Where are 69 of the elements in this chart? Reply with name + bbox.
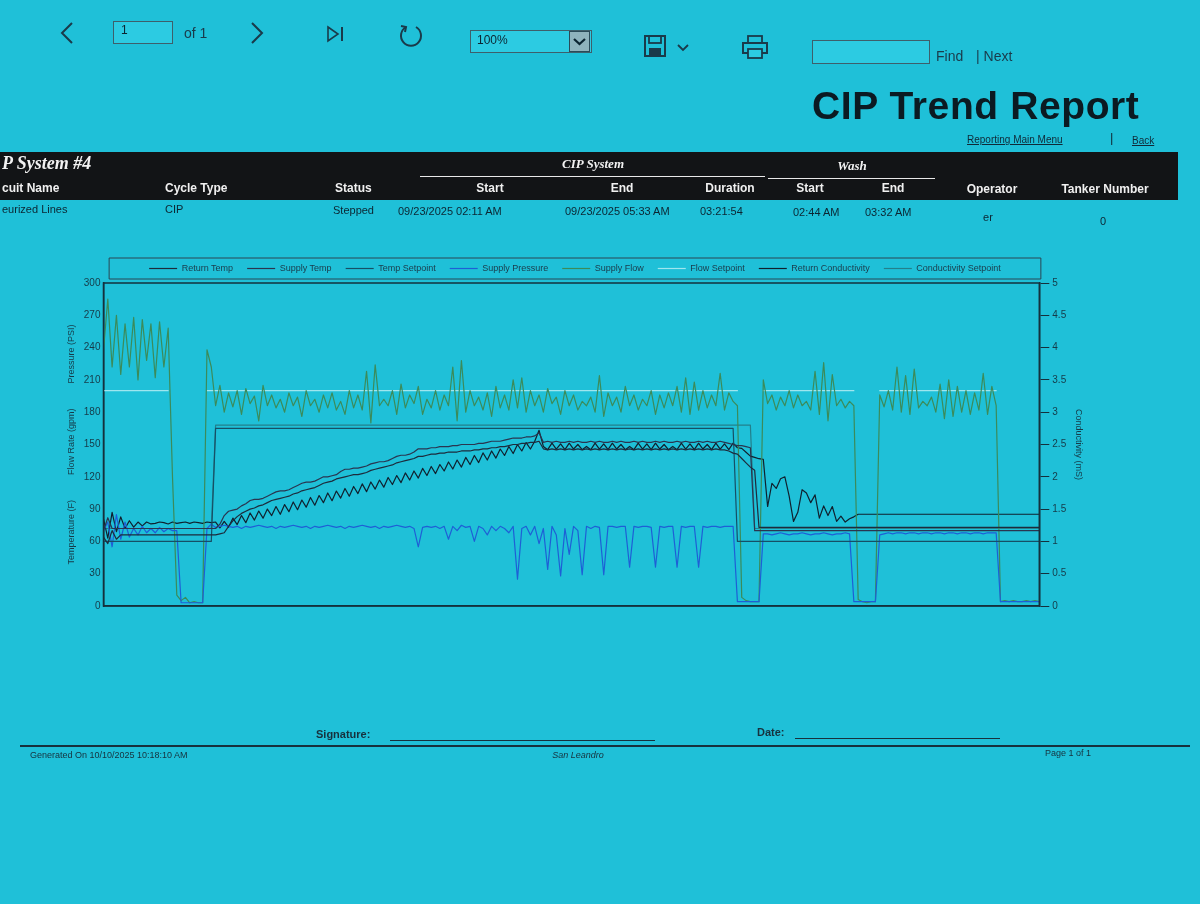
- text: Tanker Number: [1061, 182, 1149, 197]
- text: Back: [1132, 135, 1155, 147]
- y-tick-label: 120: [83, 470, 101, 482]
- text: 1: [121, 23, 128, 38]
- text: 100%: [477, 33, 508, 48]
- y2-tick-label: 5: [1052, 276, 1059, 288]
- text: Start: [796, 181, 824, 196]
- text: cuit Name: [2, 181, 60, 196]
- text: Signature:: [316, 728, 371, 741]
- text: 0: [1099, 215, 1107, 228]
- y-axis-title: Temperature (F) Flow Rate (gpm) Pressure (PSI): [65, 324, 76, 565]
- text: Wash: [837, 158, 867, 174]
- y2-tick-label: 2.5: [1052, 438, 1067, 450]
- text: Date:: [757, 726, 785, 739]
- y-tick-label: 270: [83, 309, 101, 321]
- legend-label: Flow Setpoint: [690, 262, 746, 273]
- text: Page 1 of 1: [1045, 748, 1092, 759]
- text: 03:32 AM: [865, 206, 912, 219]
- y-tick-label: 90: [89, 502, 101, 514]
- text: 09/23/2025 02:11 AM: [398, 205, 502, 218]
- chart-title: CIP Trend Report: [812, 84, 1140, 128]
- text: Duration: [705, 181, 755, 196]
- y2-tick-label: 2: [1052, 470, 1059, 482]
- text: Status: [335, 181, 372, 196]
- text: of 1: [184, 25, 208, 42]
- legend-label: Return Temp: [181, 262, 233, 273]
- y2-tick-label: 4: [1052, 341, 1059, 353]
- legend-label: Temp Setpoint: [378, 262, 437, 273]
- legend-label: Supply Pressure: [482, 262, 549, 273]
- text: |: [1110, 130, 1114, 146]
- legend-label: Supply Temp: [279, 262, 332, 273]
- y-tick-label: 300: [83, 276, 101, 288]
- text: er: [983, 211, 993, 224]
- text: San Leandro: [552, 750, 604, 761]
- y2-tick-label: 0.5: [1052, 567, 1067, 579]
- text: Generated On 10/10/2025 10:18:10 AM: [30, 750, 188, 761]
- y-tick-label: 30: [89, 567, 101, 579]
- text: Operator: [966, 182, 1018, 197]
- text: CIP: [165, 203, 184, 216]
- y2-tick-label: 3: [1052, 405, 1059, 417]
- legend-label: Supply Flow: [594, 262, 645, 273]
- text: CIP System: [562, 156, 624, 172]
- text: End: [610, 181, 634, 196]
- text: Reporting Main Menu: [967, 134, 1063, 146]
- y2-tick-label: 1: [1052, 535, 1059, 547]
- legend-label: Return Conductivity: [791, 262, 871, 273]
- y2-axis-title: Conductivity (mS): [1074, 408, 1085, 481]
- text: 03:21:54: [700, 205, 743, 218]
- y-tick-label: 240: [83, 341, 101, 353]
- text: P System #4: [2, 153, 92, 174]
- y-tick-label: 180: [83, 405, 101, 417]
- y-tick-label: 150: [83, 438, 101, 450]
- text: Stepped: [333, 204, 374, 217]
- y-tick-label: 60: [89, 535, 101, 547]
- y2-tick-label: 1.5: [1052, 502, 1067, 514]
- text: Start: [476, 181, 504, 196]
- text: Cycle Type: [165, 181, 228, 196]
- text: eurized Lines: [2, 203, 68, 216]
- text: Find: [936, 48, 964, 65]
- y-tick-label: 0: [94, 599, 101, 611]
- text: | Next: [976, 48, 1013, 65]
- y-tick-label: 210: [83, 373, 101, 385]
- text: 02:44 AM: [793, 206, 840, 219]
- y2-tick-label: 4.5: [1052, 309, 1067, 321]
- text: End: [881, 181, 905, 196]
- legend-label: Conductivity Setpoint: [916, 262, 1002, 273]
- y2-tick-label: 3.5: [1052, 373, 1067, 385]
- text: 09/23/2025 05:33 AM: [565, 205, 670, 218]
- y2-tick-label: 0: [1052, 599, 1059, 611]
